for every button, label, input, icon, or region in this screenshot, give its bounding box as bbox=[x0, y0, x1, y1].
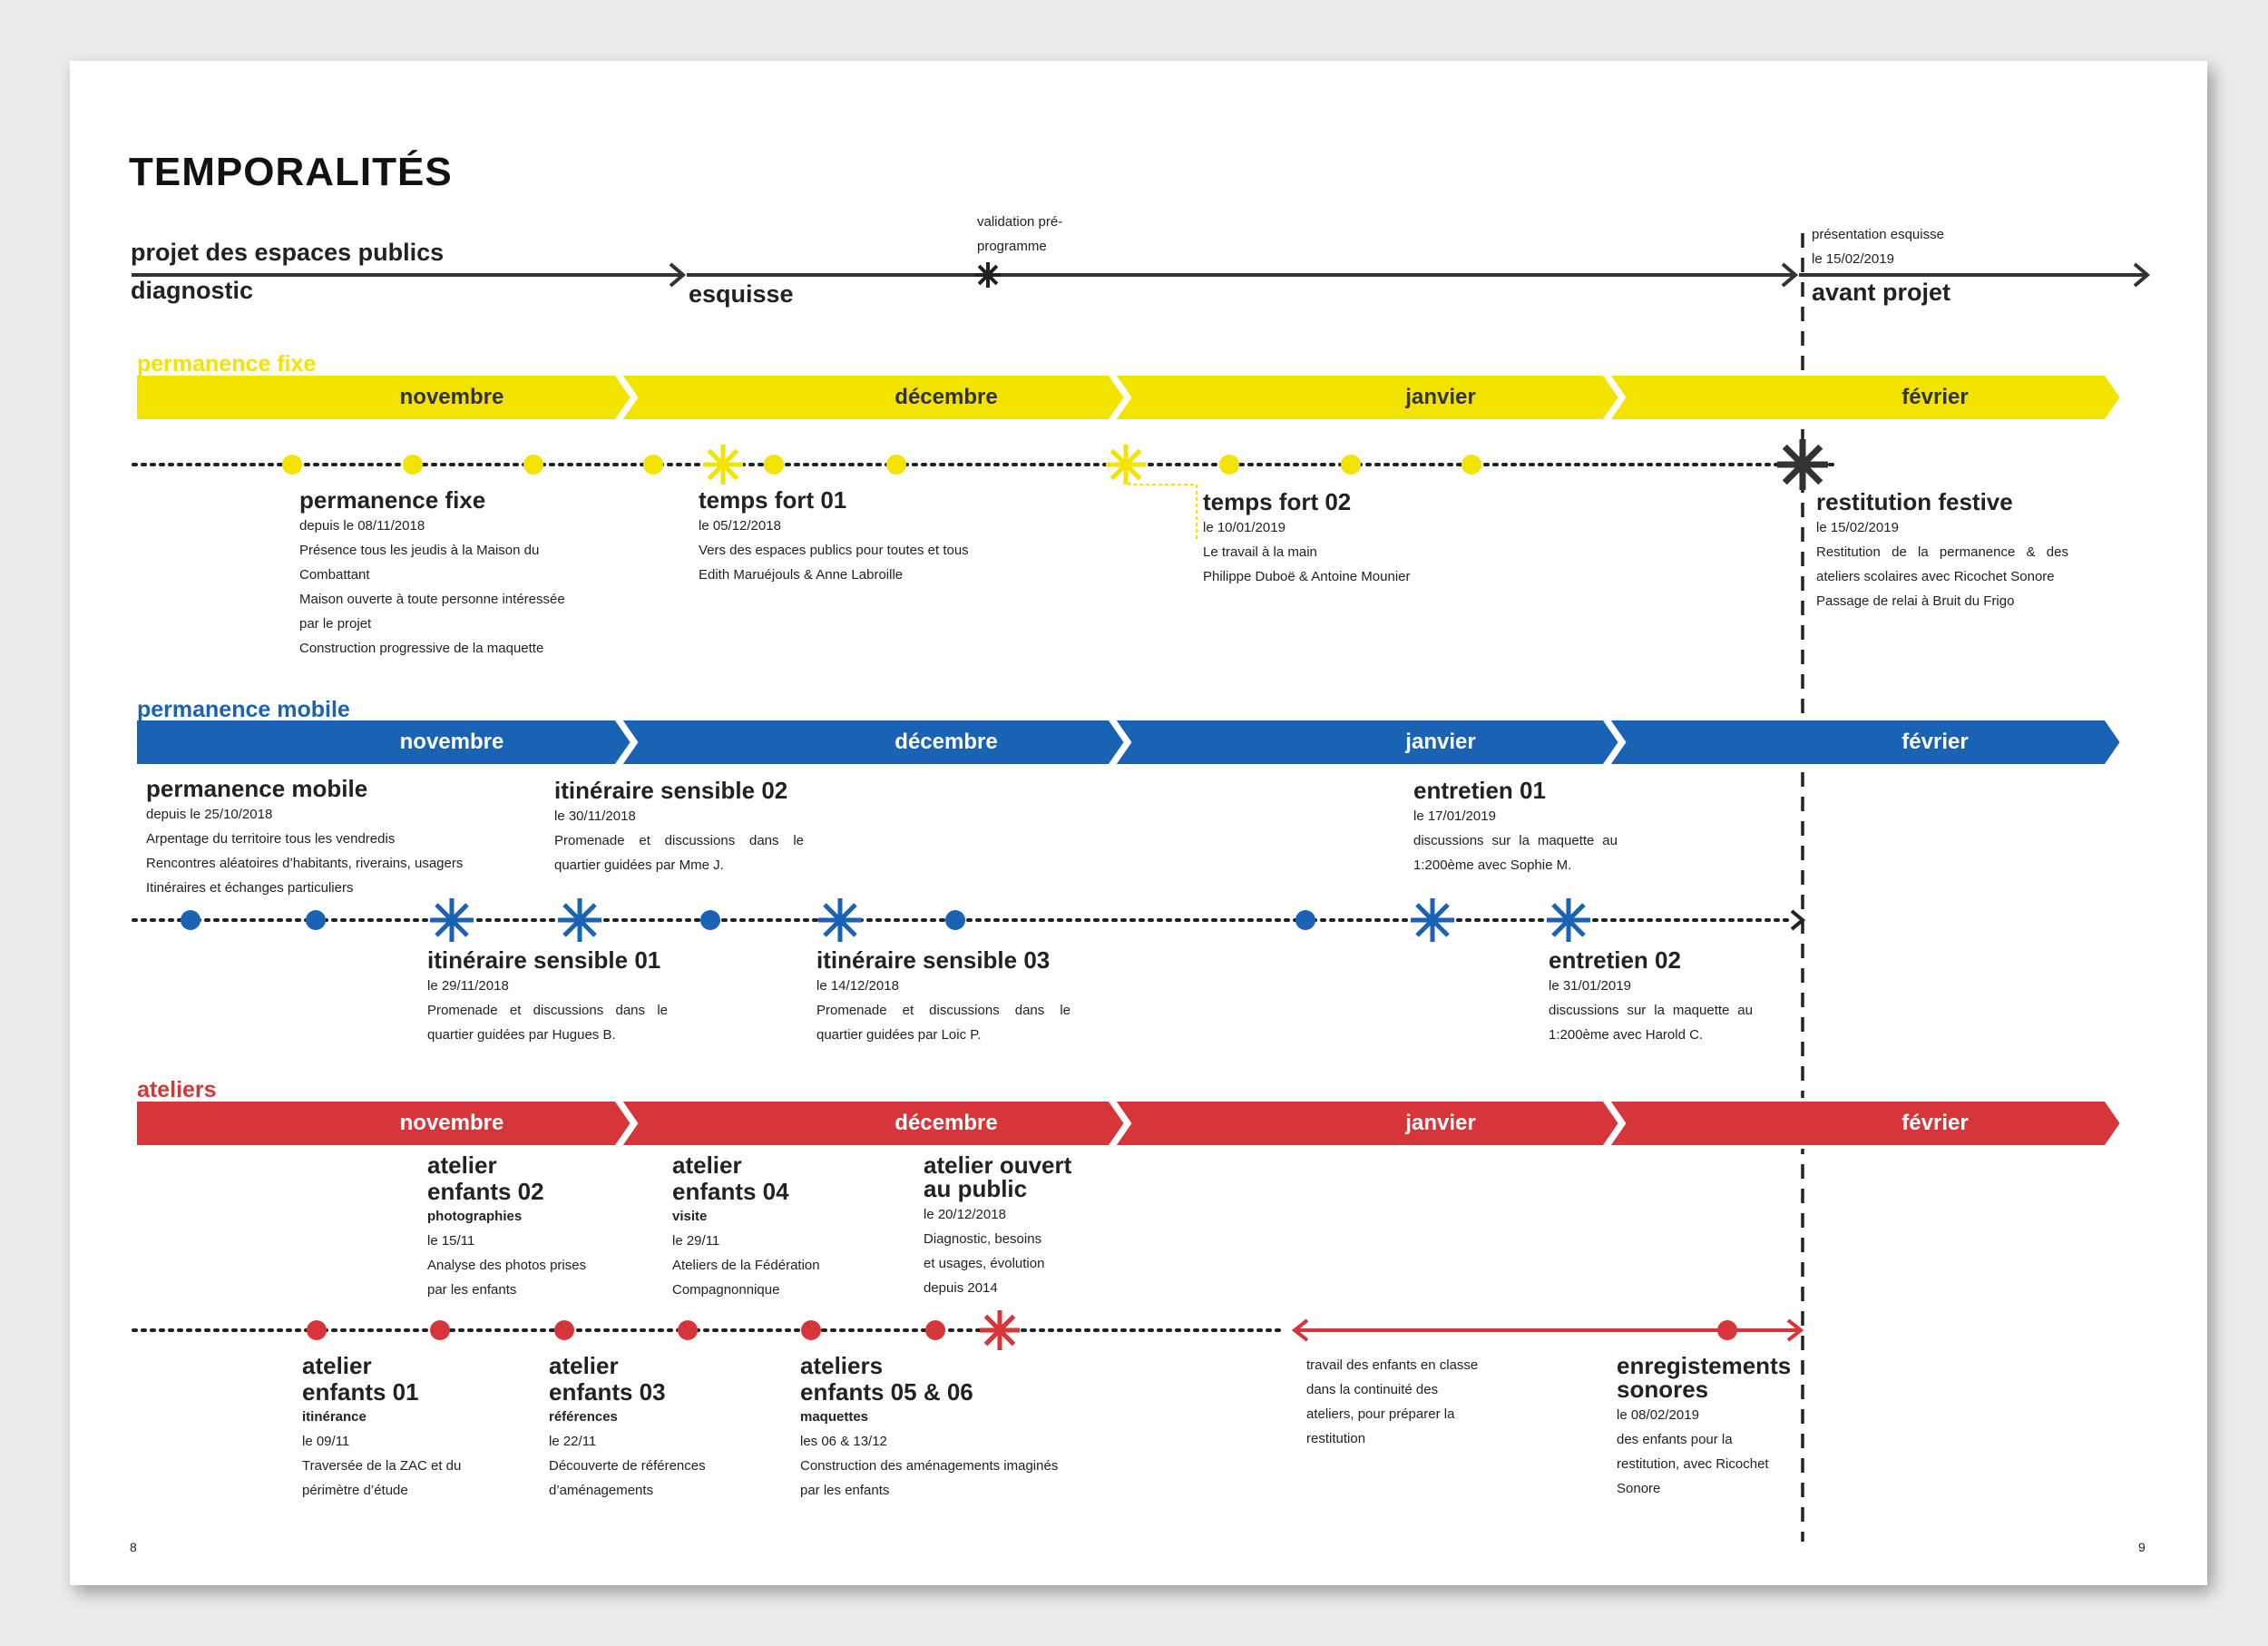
event-dot bbox=[678, 1320, 698, 1340]
event-dot bbox=[1295, 910, 1315, 930]
mobile-event-icon bbox=[1547, 898, 1590, 942]
atelier-ouvert-icon bbox=[980, 1310, 1020, 1350]
month-band-segment bbox=[616, 717, 1129, 768]
timeline-diagram bbox=[132, 233, 2151, 1542]
event-ateliers-enfants-05-06: ateliers enfants 05 & 06 maquettes les 0… bbox=[800, 1352, 1059, 1499]
event-dot bbox=[403, 455, 423, 475]
event-dot bbox=[1461, 455, 1481, 475]
event-dot bbox=[307, 1320, 327, 1340]
event-dot bbox=[306, 910, 326, 930]
event-dot bbox=[282, 455, 302, 475]
event-atelier-enfants-01: atelier enfants 01 itinérance le 09/11 T… bbox=[302, 1352, 462, 1499]
event-dot bbox=[886, 455, 906, 475]
event-dot bbox=[700, 910, 720, 930]
event-permanence-fixe: permanence fixe depuis le 08/11/2018 Pré… bbox=[299, 486, 565, 657]
event-restitution-festive: restitution festive le 15/02/2019 Restit… bbox=[1816, 488, 2068, 610]
event-dot bbox=[764, 455, 784, 475]
temps-fort-01-icon bbox=[703, 445, 743, 485]
mobile-event-icon bbox=[430, 898, 474, 942]
month-band-segment bbox=[1110, 372, 1623, 423]
event-itineraire-sensible-01: itinéraire sensible 01 le 29/11/2018 Pro… bbox=[427, 946, 668, 1043]
event-dot bbox=[925, 1320, 945, 1340]
month-label: février bbox=[1901, 1111, 1969, 1135]
month-band-segment bbox=[133, 372, 635, 423]
phase-arrow-diagnostic-head bbox=[669, 262, 687, 288]
month-band-segment bbox=[1604, 717, 2125, 768]
event-atelier-enfants-03: atelier enfants 03 références le 22/11 D… bbox=[549, 1352, 706, 1499]
page-number-left: 8 bbox=[130, 1540, 137, 1554]
validation-label-2: programme bbox=[977, 239, 1047, 254]
month-label: décembre bbox=[894, 1111, 998, 1135]
event-permanence-mobile: permanence mobile depuis le 25/10/2018 A… bbox=[146, 775, 464, 896]
month-label: décembre bbox=[894, 385, 998, 409]
month-label: décembre bbox=[894, 730, 998, 754]
event-dot bbox=[181, 910, 200, 930]
month-label: novembre bbox=[399, 730, 504, 754]
month-band-segment bbox=[133, 1098, 635, 1149]
month-label: novembre bbox=[399, 385, 504, 409]
page-title: TEMPORALITÉS bbox=[129, 150, 453, 194]
presentation-label-2: le 15/02/2019 bbox=[1812, 251, 1894, 267]
event-entretien-02: entretien 02 le 31/01/2019 discussions s… bbox=[1549, 946, 1753, 1043]
section-label-mobile: permanence mobile bbox=[137, 697, 350, 722]
phase-esquisse: esquisse bbox=[689, 280, 794, 308]
brochure-spread: TEMPORALITÉS projet des espaces publics … bbox=[70, 61, 2207, 1585]
section-label-ateliers: ateliers bbox=[137, 1077, 217, 1102]
event-dot bbox=[523, 455, 543, 475]
temps-fort-02-leader bbox=[1129, 482, 1198, 542]
event-dot bbox=[945, 910, 965, 930]
event-dot bbox=[430, 1320, 450, 1340]
event-enregistrements-sonores: enregistements sonores le 08/02/2019 des… bbox=[1617, 1352, 1792, 1497]
month-band-segment bbox=[1110, 717, 1623, 768]
event-atelier-enfants-04: atelier enfants 04 visite le 29/11 Ateli… bbox=[672, 1151, 820, 1298]
month-label: février bbox=[1901, 730, 1969, 754]
event-entretien-01: entretien 01 le 17/01/2019 discussions s… bbox=[1413, 777, 1618, 874]
event-dot bbox=[1219, 455, 1239, 475]
restitution-festive-icon bbox=[1777, 439, 1828, 490]
travail-range-head-right bbox=[1786, 1318, 1804, 1342]
event-atelier-enfants-02: atelier enfants 02 photographies le 15/1… bbox=[427, 1151, 587, 1298]
month-label: février bbox=[1901, 385, 1969, 409]
validation-marker-icon bbox=[975, 262, 1001, 288]
event-dot bbox=[801, 1320, 821, 1340]
phase-arrow-avant-projet-head bbox=[2133, 262, 2151, 288]
travail-range-head-left bbox=[1291, 1318, 1309, 1342]
month-band-segment bbox=[616, 372, 1129, 423]
event-dot bbox=[643, 455, 663, 475]
section-label-fixe: permanence fixe bbox=[137, 351, 317, 377]
timeline-mobile-head bbox=[1790, 909, 1806, 931]
month-band-segment bbox=[133, 717, 635, 768]
event-temps-fort-01: temps fort 01 le 05/12/2018 Vers des esp… bbox=[699, 486, 969, 583]
event-temps-fort-02: temps fort 02 le 10/01/2019 Le travail à… bbox=[1203, 488, 1411, 585]
phase-arrow-esquisse-head bbox=[1781, 262, 1799, 288]
mobile-event-icon bbox=[818, 898, 862, 942]
month-label: janvier bbox=[1405, 1111, 1476, 1135]
phase-project-label: projet des espaces publics bbox=[131, 239, 445, 266]
month-label: janvier bbox=[1405, 385, 1476, 409]
phase-avant-projet: avant projet bbox=[1812, 279, 1951, 306]
event-dot bbox=[1341, 455, 1361, 475]
page-number-right: 9 bbox=[2138, 1540, 2146, 1554]
month-band-segment bbox=[1604, 1098, 2125, 1149]
month-band-segment bbox=[1604, 372, 2125, 423]
mobile-event-icon bbox=[1411, 898, 1454, 942]
event-atelier-ouvert-au-public: atelier ouvert au public le 20/12/2018 D… bbox=[924, 1151, 1072, 1297]
note-travail-enfants: travail des enfants en classe dans la co… bbox=[1306, 1357, 1479, 1446]
mobile-event-icon bbox=[558, 898, 601, 942]
phase-diagnostic: diagnostic bbox=[131, 277, 254, 304]
event-dot bbox=[554, 1320, 574, 1340]
month-label: novembre bbox=[399, 1111, 504, 1135]
month-band-segment bbox=[1110, 1098, 1623, 1149]
event-itineraire-sensible-02: itinéraire sensible 02 le 30/11/2018 Pro… bbox=[554, 777, 804, 874]
month-label: janvier bbox=[1405, 730, 1476, 754]
temps-fort-02-icon bbox=[1106, 445, 1146, 485]
presentation-label-1: présentation esquisse bbox=[1812, 227, 1944, 242]
event-itineraire-sensible-03: itinéraire sensible 03 le 14/12/2018 Pro… bbox=[816, 946, 1070, 1043]
month-band-segment bbox=[616, 1098, 1129, 1149]
validation-label-1: validation pré- bbox=[977, 214, 1063, 230]
